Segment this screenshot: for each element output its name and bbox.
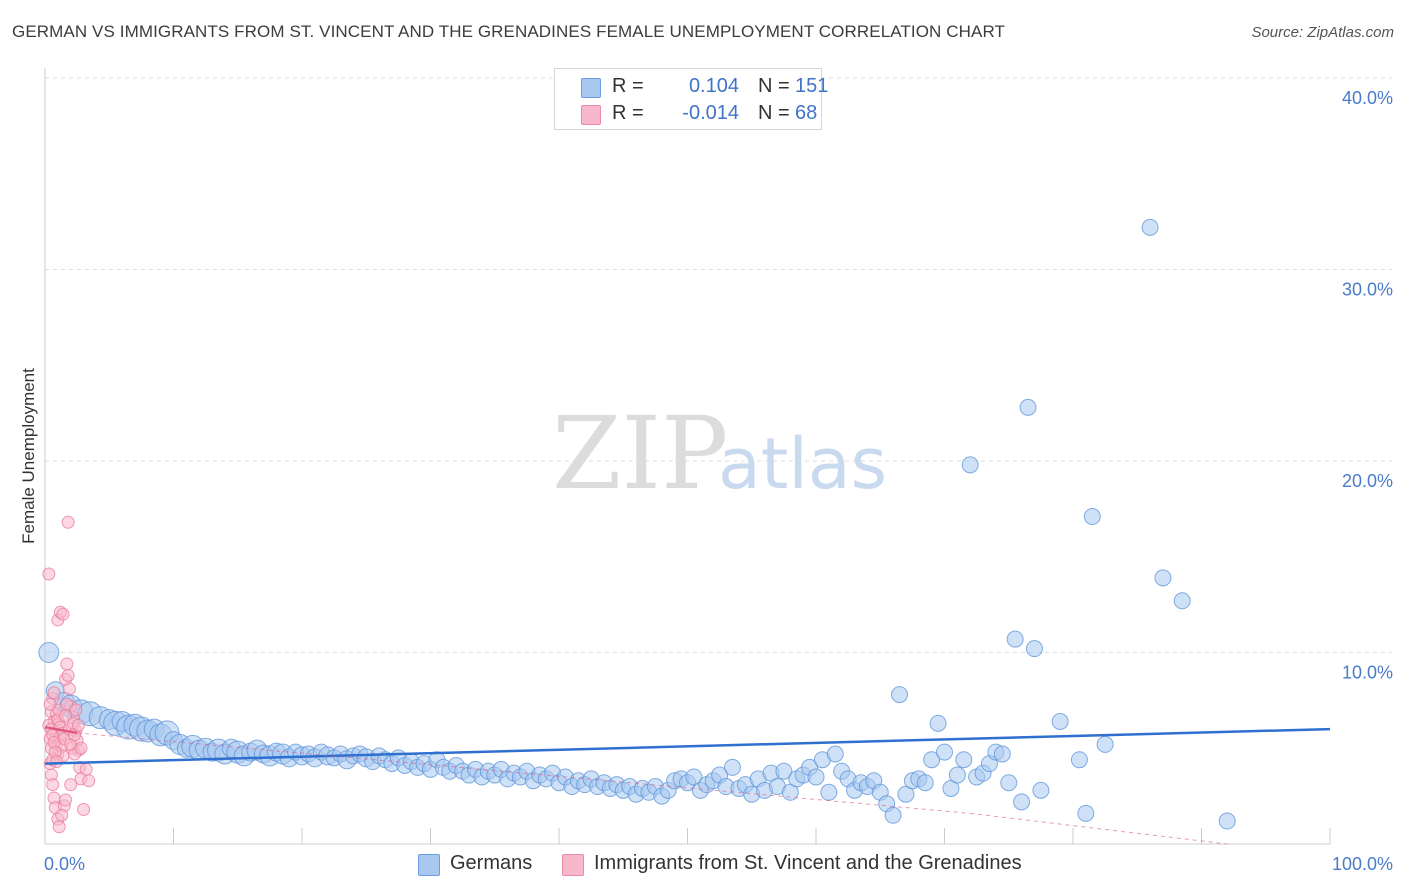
point-immigrants [71,718,85,732]
point-germans [1025,640,1043,658]
point-germans [1013,793,1031,811]
point-germans [923,751,941,769]
point-immigrants [69,703,83,717]
chart-title: GERMAN VS IMMIGRANTS FROM ST. VINCENT AN… [12,22,1006,41]
point-immigrants [52,820,66,834]
y-tick-label: 20.0% [1342,471,1393,491]
legend-r-label: R = [612,75,644,97]
legend-n-label: N = [758,102,790,124]
point-immigrants [79,762,93,776]
y-tick-label: 30.0% [1342,280,1393,300]
point-immigrants [61,515,75,529]
point-immigrants [46,778,60,792]
x-tick-labels: 0.0% 100.0% [44,854,1393,874]
point-germans [820,783,838,801]
y-tick-labels: 10.0% 20.0% 30.0% 40.0% [1342,88,1393,683]
point-immigrants [74,741,88,755]
point-germans [884,806,902,824]
point-immigrants [59,793,73,807]
point-germans [1051,712,1069,730]
x-tick-label-end: 100.0% [1332,854,1393,874]
legend-r-label: R = [612,102,644,124]
data-points [38,218,1236,834]
point-germans [1019,398,1037,416]
legend-n-value: 68 [795,102,818,124]
legend-r-value: -0.014 [682,102,739,124]
watermark: ZIP atlas [552,395,887,512]
point-germans [1077,804,1095,822]
correlation-legend: R = 0.104 N = 151 R = -0.014 N = 68 [554,68,828,130]
point-germans [1141,218,1159,236]
series-germans [38,218,1236,830]
trend-line-germans [44,727,1331,765]
series-immigrants [42,515,96,834]
point-immigrants [77,803,91,817]
legend-swatch-germans [418,854,440,876]
point-germans [1083,508,1101,526]
x-tick-label-start: 0.0% [44,854,85,874]
point-germans [961,456,979,474]
point-immigrants [56,607,70,621]
point-immigrants [55,808,69,822]
point-germans [1000,774,1018,792]
point-immigrants [50,755,64,769]
point-germans [723,758,741,776]
watermark-atlas: atlas [718,423,887,505]
legend-swatch-immigrants [581,105,601,125]
grid-lines [45,77,1392,653]
point-germans [1173,592,1191,610]
point-immigrants [60,657,74,671]
y-tick-label: 40.0% [1342,88,1393,108]
trend-extension-immigrants-tail [970,812,1228,845]
point-germans [826,745,844,763]
point-germans [1070,751,1088,769]
point-germans [807,768,825,786]
legend-n-label: N = [758,75,790,97]
point-germans [916,774,934,792]
point-germans [1006,630,1024,648]
point-immigrants [82,774,96,788]
watermark-zip: ZIP [552,395,728,512]
point-immigrants [47,686,61,700]
trend-extension-immigrants [77,732,971,814]
legend-swatch-germans [581,78,601,98]
point-germans [775,762,793,780]
point-germans [1032,781,1050,799]
point-germans [891,686,909,704]
point-germans [1154,569,1172,587]
point-immigrants [64,778,78,792]
point-germans [948,766,966,784]
point-germans [1096,735,1114,753]
legend-r-value: 0.104 [688,75,739,97]
point-germans [955,751,973,769]
series-legend: Germans Immigrants from St. Vincent and … [0,852,1406,878]
y-axis-label: Female Unemployment [19,368,38,544]
source-label: Source: ZipAtlas.com [1251,24,1394,41]
point-germans [1218,812,1236,830]
legend-n-value: 151 [795,75,829,97]
legend-label-immigrants: Immigrants from St. Vincent and the Gren… [594,852,1022,874]
y-tick-label: 10.0% [1342,663,1393,683]
axes [44,68,1331,845]
point-immigrants [62,682,76,696]
trend-lines [44,725,1331,845]
legend-label-germans: Germans [450,852,533,874]
point-germans [929,714,947,732]
legend-swatch-immigrants [562,854,584,876]
point-immigrants [42,567,56,581]
point-immigrants [61,668,75,682]
point-germans [993,745,1011,763]
point-germans [936,743,953,761]
trend-line-immigrants [44,725,78,735]
point-germans [38,642,60,663]
